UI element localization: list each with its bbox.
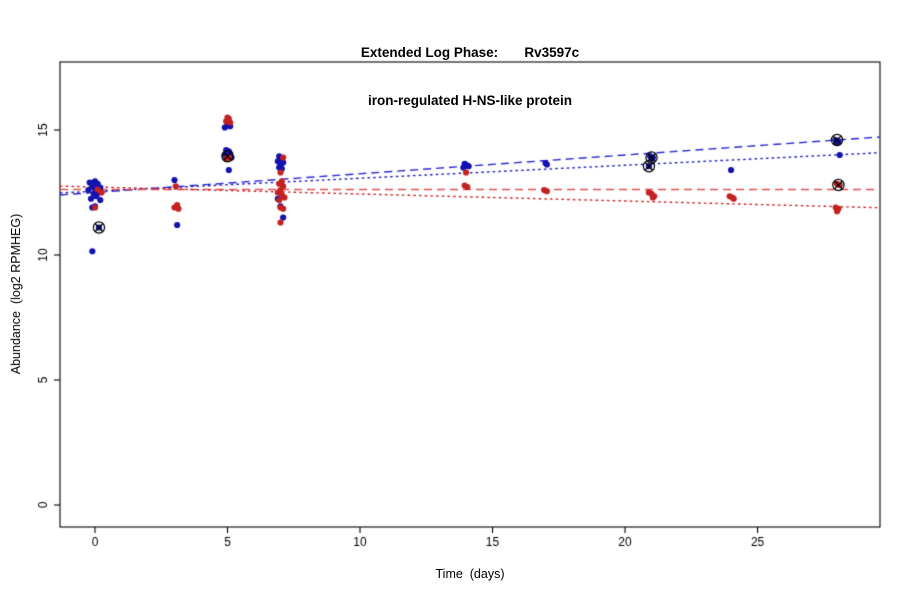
chart-title-line2: iron-regulated H-NS-like protein <box>367 93 573 108</box>
y-axis-label: Abundance (log2 RPMHEG) <box>9 213 23 375</box>
x-axis-label: Time (days) <box>435 567 505 581</box>
chart-title: Extended Log Phase: Rv3597c iron-regulat… <box>40 13 900 141</box>
chart-title-line1: Extended Log Phase: Rv3597c <box>360 45 580 60</box>
